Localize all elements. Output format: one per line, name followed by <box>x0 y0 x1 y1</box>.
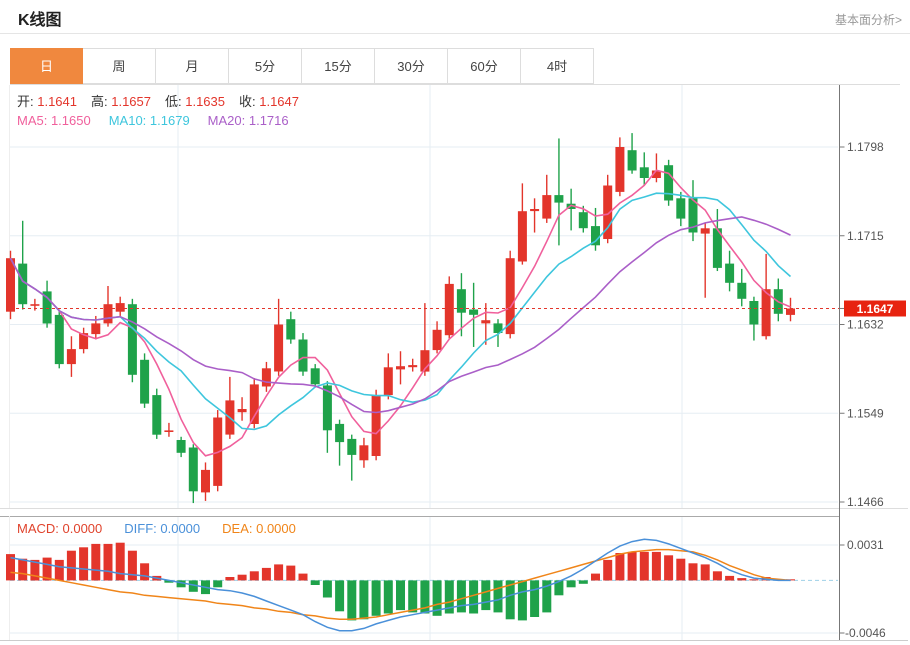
ma5-line <box>9 169 791 457</box>
ohlc-legend-item-2: 低: 1.1635 <box>165 94 225 109</box>
ohlc-legend: 开: 1.1641 高: 1.1657 低: 1.1635 收: 1.1647 <box>17 91 299 110</box>
ohlc-legend-item-1: 高: 1.1657 <box>91 94 151 109</box>
ma20-line <box>9 216 791 414</box>
macd-legend-item-2: DEA: 0.0000 <box>222 521 296 536</box>
ohlc-legend-item-3: 收: 1.1647 <box>239 94 299 109</box>
price-axis: 1.1798 1.1715 1.1632 1.1549 1.1466 0.0031 -0.0… <box>839 85 906 640</box>
ma-legend-item-2: MA20: 1.1716 <box>207 113 289 128</box>
tab-interval-1[interactable]: 周 <box>83 48 156 84</box>
macd-legend-item-0: MACD: 0.0000 <box>17 521 103 536</box>
ma-legend-item-1: MA10: 1.1679 <box>108 113 190 128</box>
diff-line <box>10 538 791 632</box>
ohlc-legend-item-0: 开: 1.1641 <box>17 94 77 109</box>
ma10-line <box>9 192 792 431</box>
macd-tick-label: 0.0031 <box>847 538 884 552</box>
price-tick-label: 1.1715 <box>847 229 884 243</box>
tab-interval-2[interactable]: 月 <box>156 48 229 84</box>
interval-tabs: 日周月 5分 15分 30分 60分 4时 <box>10 48 900 85</box>
gridlines <box>10 85 838 640</box>
tab-interval-0[interactable]: 日 <box>10 48 83 84</box>
price-tick-label: 1.1632 <box>847 318 884 332</box>
price-tick-label: 1.1798 <box>847 140 884 154</box>
ma-legend: MA5: 1.1650 MA10: 1.1679 MA20: 1.1716 <box>17 113 289 128</box>
ma-legend-item-0: MA5: 1.1650 <box>17 113 91 128</box>
svg-text:1.1647: 1.1647 <box>857 302 894 316</box>
tab-interval-3[interactable]: 5分 <box>229 48 302 84</box>
dea-line <box>10 548 791 621</box>
macd-tick-label: -0.0046 <box>845 626 886 640</box>
tab-interval-7[interactable]: 4时 <box>521 48 594 84</box>
price-tick-label: 1.1466 <box>847 495 884 509</box>
fundamental-analysis-link[interactable]: 基本面分析> <box>834 13 902 27</box>
tab-interval-4[interactable]: 15分 <box>302 48 375 84</box>
tab-interval-5[interactable]: 30分 <box>375 48 448 84</box>
price-tick-label: 1.1549 <box>847 406 884 420</box>
macd-legend-item-1: DIFF: 0.0000 <box>124 521 201 536</box>
macd-legend: MACD: 0.0000 DIFF: 0.0000 DEA: 0.0000 <box>17 521 296 536</box>
page-title: K线图 <box>18 12 62 29</box>
header-divider <box>0 33 910 34</box>
current-price-badge: 1.1647 <box>844 300 906 317</box>
macd-histogram <box>6 542 795 621</box>
tab-interval-6[interactable]: 60分 <box>448 48 521 84</box>
